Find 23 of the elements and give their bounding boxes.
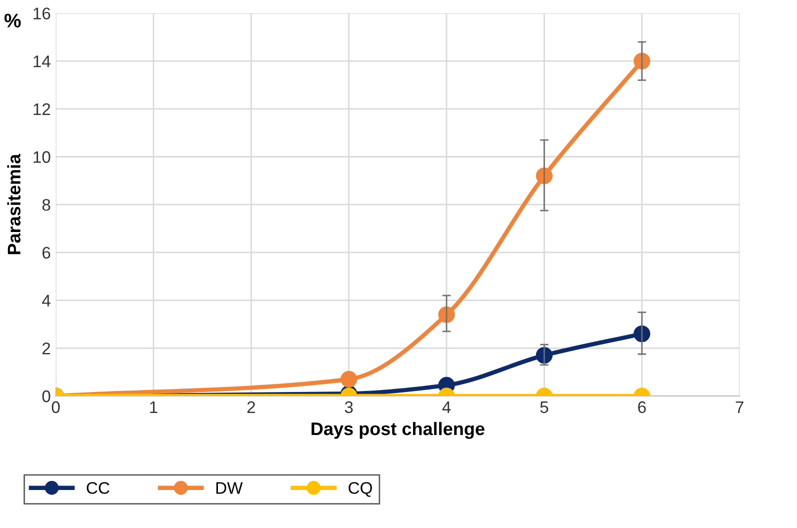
legend-label: CQ (348, 482, 372, 497)
legend-label: CC (86, 482, 110, 494)
y-tick-label: 6 (42, 246, 50, 259)
y-tick-label: 2 (42, 342, 50, 354)
x-tick-label: 5 (540, 401, 548, 414)
y-tick-label: 4 (42, 294, 50, 306)
x-tick-label: 0 (52, 401, 60, 414)
x-axis-title: Days post challenge (312, 422, 484, 439)
y-axis-title: Parasitemia (7, 154, 20, 254)
y-tick-label: 0 (42, 390, 50, 402)
y-tick-label: 14 (34, 56, 50, 68)
x-tick-label: 1 (150, 401, 158, 413)
x-tick-label: 3 (344, 401, 353, 414)
x-tick-label: 7 (736, 401, 744, 413)
text: % (4, 14, 21, 28)
legend-label: DW (216, 482, 243, 494)
y-tick-label: 8 (42, 199, 50, 211)
y-tick-label: 12 (34, 103, 50, 115)
y-tick-label: 16 (34, 8, 50, 20)
y-tick-label: 10 (34, 151, 50, 163)
x-tick-label: 4 (442, 401, 451, 413)
x-tick-label: 6 (638, 401, 646, 414)
x-tick-label: 2 (247, 401, 255, 413)
